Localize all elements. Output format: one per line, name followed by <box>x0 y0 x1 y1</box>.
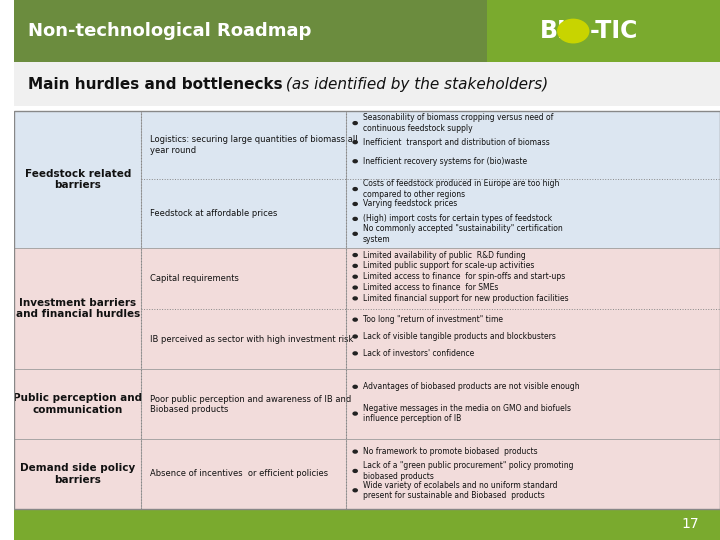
Circle shape <box>352 274 358 279</box>
Circle shape <box>352 488 358 492</box>
Circle shape <box>352 140 358 144</box>
Text: Seasonability of biomass cropping versus need of
continuous feedstock supply: Seasonability of biomass cropping versus… <box>363 113 553 133</box>
Text: Negative messages in the media on GMO and biofuels
influence perception of IB: Negative messages in the media on GMO an… <box>363 404 571 423</box>
Bar <box>14 439 141 509</box>
Circle shape <box>352 217 358 221</box>
Circle shape <box>352 334 358 339</box>
Bar <box>14 111 720 509</box>
Text: Lack of a "green public procurement" policy promoting
biobased products: Lack of a "green public procurement" pol… <box>363 461 573 481</box>
Bar <box>346 248 720 369</box>
Text: Public perception and
communication: Public perception and communication <box>13 394 143 415</box>
Text: Lack of investors' confidence: Lack of investors' confidence <box>363 349 474 358</box>
Bar <box>14 509 720 540</box>
Text: Capital requirements: Capital requirements <box>150 274 239 283</box>
Text: Inefficient  transport and distribution of biomass: Inefficient transport and distribution o… <box>363 138 549 147</box>
Bar <box>141 248 346 369</box>
Text: No commonly accepted "sustainability" certification
system: No commonly accepted "sustainability" ce… <box>363 224 563 244</box>
Text: Main hurdles and bottlenecks: Main hurdles and bottlenecks <box>29 77 283 92</box>
Circle shape <box>352 253 358 257</box>
Text: Feedstock at affordable prices: Feedstock at affordable prices <box>150 209 277 218</box>
Circle shape <box>352 264 358 268</box>
Circle shape <box>557 18 590 44</box>
Text: Non-technological Roadmap: Non-technological Roadmap <box>29 22 312 40</box>
Text: 17: 17 <box>681 517 699 531</box>
Text: Limited availability of public  R&D funding: Limited availability of public R&D fundi… <box>363 251 526 260</box>
Circle shape <box>352 351 358 355</box>
Text: Inefficient recovery systems for (bio)waste: Inefficient recovery systems for (bio)wa… <box>363 157 527 166</box>
Text: (as identified by the stakeholders): (as identified by the stakeholders) <box>281 77 549 92</box>
Circle shape <box>352 384 358 389</box>
Text: Too long "return of investment" time: Too long "return of investment" time <box>363 315 503 324</box>
Text: Demand side policy
barriers: Demand side policy barriers <box>20 463 135 485</box>
Bar <box>14 369 141 439</box>
Bar <box>346 111 720 248</box>
Circle shape <box>352 232 358 236</box>
Circle shape <box>352 469 358 473</box>
Text: Feedstock related
barriers: Feedstock related barriers <box>24 168 131 190</box>
Bar <box>487 0 720 62</box>
Text: -TIC: -TIC <box>590 19 638 43</box>
Text: Wide variety of ecolabels and no uniform standard
present for sustainable and Bi: Wide variety of ecolabels and no uniform… <box>363 481 557 500</box>
Text: Poor public perception and awareness of IB and
Biobased products: Poor public perception and awareness of … <box>150 395 351 414</box>
Bar <box>14 248 141 369</box>
Circle shape <box>352 159 358 164</box>
Circle shape <box>352 411 358 416</box>
Bar <box>346 369 720 439</box>
Text: Costs of feedstock produced in Europe are too high
compared to other regions: Costs of feedstock produced in Europe ar… <box>363 179 559 199</box>
Text: No framework to promote biobased  products: No framework to promote biobased product… <box>363 447 538 456</box>
Circle shape <box>352 121 358 125</box>
Text: Lack of visible tangible products and blockbusters: Lack of visible tangible products and bl… <box>363 332 556 341</box>
Bar <box>14 0 720 62</box>
Circle shape <box>352 318 358 322</box>
Circle shape <box>352 187 358 191</box>
Text: Logistics: securing large quantities of biomass all
year round: Logistics: securing large quantities of … <box>150 136 357 155</box>
Bar <box>141 111 346 248</box>
Bar <box>346 439 720 509</box>
Text: IB perceived as sector with high investment risk: IB perceived as sector with high investm… <box>150 335 354 343</box>
Text: BI: BI <box>540 19 567 43</box>
Text: Varying feedstock prices: Varying feedstock prices <box>363 199 457 208</box>
Text: Limited access to finance  for SMEs: Limited access to finance for SMEs <box>363 283 498 292</box>
Bar <box>14 62 720 106</box>
Text: Limited public support for scale-up activities: Limited public support for scale-up acti… <box>363 261 534 271</box>
Circle shape <box>352 202 358 206</box>
Circle shape <box>352 286 358 290</box>
Text: Advantages of biobased products are not visible enough: Advantages of biobased products are not … <box>363 382 580 392</box>
Circle shape <box>352 296 358 301</box>
Bar <box>141 369 346 439</box>
Text: Limited access to finance  for spin-offs and start-ups: Limited access to finance for spin-offs … <box>363 272 565 281</box>
Text: Investment barriers
and financial hurdles: Investment barriers and financial hurdle… <box>16 298 140 320</box>
Text: (High) import costs for certain types of feedstock: (High) import costs for certain types of… <box>363 214 552 224</box>
Text: Absence of incentives  or efficient policies: Absence of incentives or efficient polic… <box>150 469 328 478</box>
Bar <box>141 439 346 509</box>
Bar <box>14 111 141 248</box>
Circle shape <box>352 449 358 454</box>
Text: Limited financial support for new production facilities: Limited financial support for new produc… <box>363 294 569 303</box>
